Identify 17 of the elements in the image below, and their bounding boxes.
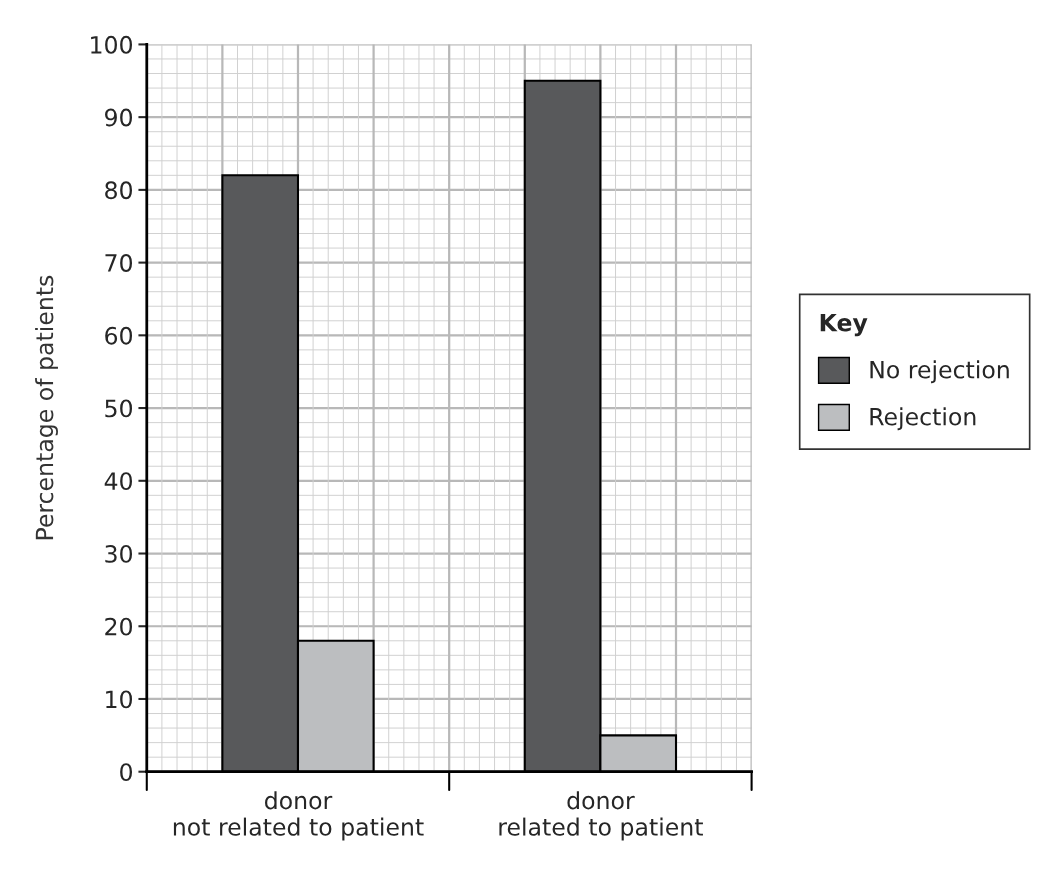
y-tick-label: 60 — [105, 326, 133, 345]
y-tick-label: 0 — [120, 763, 133, 782]
y-tick-label: 80 — [105, 181, 133, 200]
y-tick-label: 20 — [105, 617, 133, 636]
y-tick-label: 40 — [104, 472, 133, 491]
y-tick-label: 50 — [105, 399, 133, 418]
x-tick-label: donor related to patient — [499, 791, 703, 841]
y-tick-label: 10 — [106, 690, 133, 709]
y-axis-title: Percentage of patients — [35, 275, 58, 540]
legend-label: No rejection — [870, 360, 1009, 384]
y-tick-label: 30 — [105, 544, 133, 563]
legend-label: Rejection — [870, 407, 976, 431]
x-tick-label: donor not related to patient — [173, 791, 424, 841]
y-tick-label: 100 — [91, 35, 133, 54]
y-tick-label: 90 — [105, 108, 133, 127]
y-tick-label: 70 — [105, 254, 133, 272]
legend-title: Key — [820, 313, 868, 337]
